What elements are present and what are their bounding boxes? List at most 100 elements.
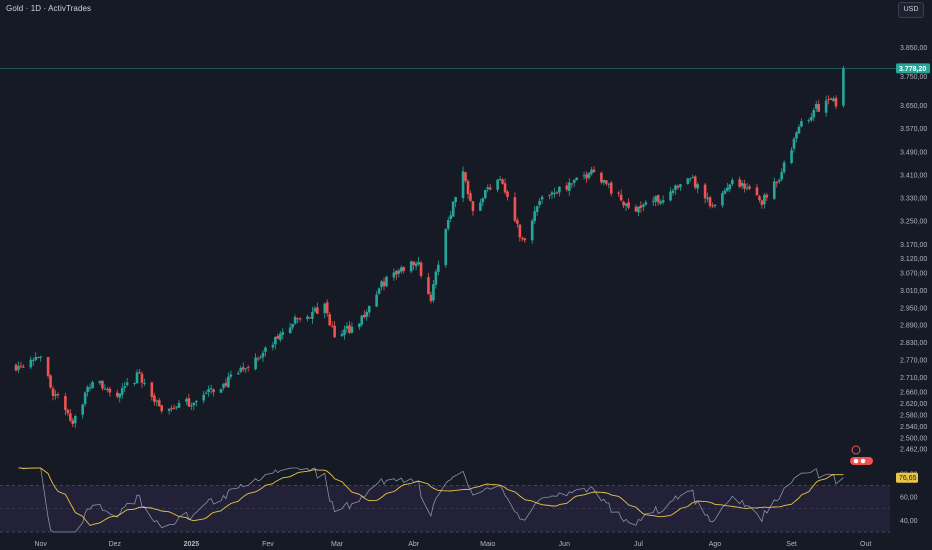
candle-body[interactable]	[296, 318, 299, 320]
candle-body[interactable]	[521, 238, 524, 240]
candle-body[interactable]	[227, 376, 230, 388]
candle-body[interactable]	[395, 271, 398, 275]
candle-body[interactable]	[651, 201, 655, 203]
candle-body[interactable]	[246, 367, 250, 369]
candle-body[interactable]	[760, 200, 764, 205]
candle-body[interactable]	[380, 281, 383, 288]
candle-body[interactable]	[224, 382, 228, 386]
candle-body[interactable]	[133, 382, 136, 384]
candle-body[interactable]	[170, 408, 173, 410]
candle-body[interactable]	[172, 407, 176, 409]
candle-body[interactable]	[691, 177, 695, 179]
candle-body[interactable]	[306, 316, 309, 319]
candle-body[interactable]	[587, 172, 591, 178]
candle-body[interactable]	[703, 184, 707, 199]
candle-body[interactable]	[679, 184, 682, 188]
candle-body[interactable]	[775, 181, 779, 183]
candle-body[interactable]	[755, 187, 759, 196]
candle-body[interactable]	[323, 303, 327, 314]
candle-body[interactable]	[402, 267, 406, 271]
candle-body[interactable]	[254, 357, 257, 370]
candle-body[interactable]	[271, 344, 275, 348]
candle-body[interactable]	[800, 121, 803, 127]
candle-body[interactable]	[600, 172, 603, 183]
candle-body[interactable]	[414, 263, 418, 267]
candle-body[interactable]	[73, 416, 77, 424]
candle-body[interactable]	[375, 294, 378, 307]
candle-body[interactable]	[592, 169, 596, 172]
candle-body[interactable]	[281, 332, 285, 335]
candle-body[interactable]	[367, 305, 371, 313]
candle-body[interactable]	[160, 405, 164, 412]
candle-body[interactable]	[125, 382, 129, 385]
candle-body[interactable]	[49, 375, 52, 388]
candle-body[interactable]	[446, 219, 450, 229]
candle-body[interactable]	[451, 201, 455, 217]
candle-body[interactable]	[229, 374, 233, 377]
candle-body[interactable]	[261, 352, 265, 358]
candle-body[interactable]	[466, 181, 470, 195]
candle-body[interactable]	[738, 179, 741, 187]
candle-body[interactable]	[661, 200, 665, 203]
candle-body[interactable]	[157, 400, 161, 407]
candle-body[interactable]	[293, 316, 297, 324]
candle-body[interactable]	[444, 229, 448, 266]
candle-body[interactable]	[209, 388, 213, 390]
candle-body[interactable]	[115, 392, 119, 397]
candle-body[interactable]	[259, 357, 262, 359]
candle-body[interactable]	[570, 183, 574, 185]
alert-clock-icon[interactable]	[851, 445, 861, 455]
candle-body[interactable]	[185, 399, 188, 402]
candle-body[interactable]	[533, 211, 536, 222]
candle-body[interactable]	[656, 195, 660, 203]
candle-body[interactable]	[291, 323, 294, 328]
candle-body[interactable]	[212, 389, 215, 393]
candle-body[interactable]	[150, 382, 154, 397]
candle-body[interactable]	[548, 194, 551, 196]
candle-body[interactable]	[711, 205, 714, 207]
candle-body[interactable]	[728, 184, 732, 190]
candle-body[interactable]	[469, 193, 472, 201]
candle-body[interactable]	[340, 333, 344, 337]
candle-body[interactable]	[765, 194, 769, 198]
candle-body[interactable]	[782, 162, 786, 173]
candle-body[interactable]	[812, 110, 816, 118]
candle-body[interactable]	[330, 325, 334, 327]
candle-body[interactable]	[66, 409, 70, 414]
candle-body[interactable]	[274, 337, 277, 345]
candle-body[interactable]	[842, 68, 845, 106]
candle-body[interactable]	[91, 382, 94, 389]
candle-body[interactable]	[276, 336, 280, 339]
candle-body[interactable]	[834, 97, 838, 107]
candle-body[interactable]	[120, 388, 124, 395]
candle-body[interactable]	[555, 192, 559, 194]
candle-body[interactable]	[103, 388, 107, 390]
candle-body[interactable]	[308, 317, 312, 319]
candle-body[interactable]	[343, 329, 346, 335]
candle-body[interactable]	[311, 311, 314, 319]
candle-body[interactable]	[81, 404, 84, 415]
candle-body[interactable]	[553, 192, 556, 194]
candle-body[interactable]	[627, 202, 630, 208]
candle-body[interactable]	[17, 366, 20, 370]
candle-body[interactable]	[575, 177, 578, 181]
candle-body[interactable]	[590, 169, 593, 174]
candle-body[interactable]	[22, 366, 25, 368]
candle-body[interactable]	[488, 187, 492, 190]
candle-body[interactable]	[471, 201, 475, 212]
candle-body[interactable]	[313, 308, 317, 312]
candle-body[interactable]	[239, 367, 243, 372]
candle-body[interactable]	[642, 204, 645, 207]
candle-body[interactable]	[814, 104, 818, 109]
candle-body[interactable]	[513, 197, 517, 221]
candle-body[interactable]	[810, 117, 813, 121]
candle-body[interactable]	[328, 314, 331, 326]
candle-body[interactable]	[385, 276, 388, 287]
candle-body[interactable]	[486, 187, 490, 190]
candle-body[interactable]	[602, 179, 606, 183]
candle-body[interactable]	[454, 197, 457, 202]
candle-body[interactable]	[763, 194, 766, 205]
candle-body[interactable]	[333, 325, 336, 338]
candle-body[interactable]	[437, 264, 440, 272]
